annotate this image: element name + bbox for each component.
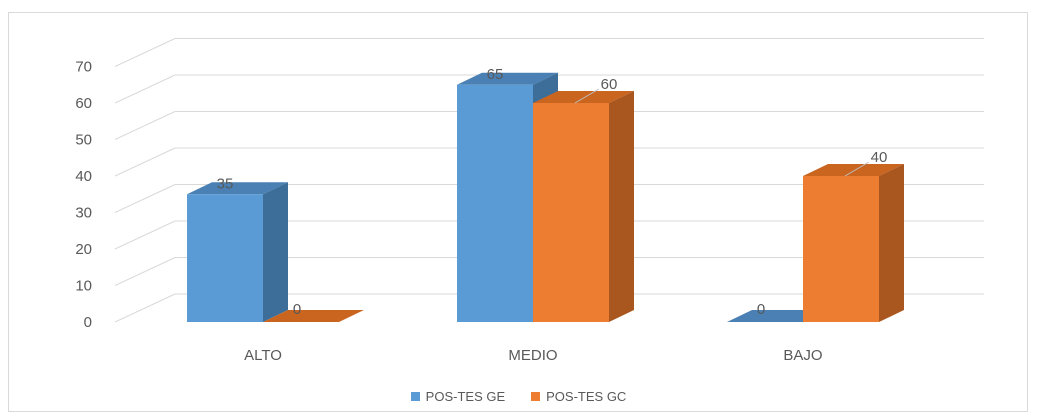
legend-label-ge: POS-TES GE [425,388,506,404]
y-tick-label: 30 [75,205,92,222]
bar [187,182,288,322]
bar-side [609,91,634,322]
data-label: 40 [871,149,888,166]
legend-label-gc: POS-TES GC [546,388,627,404]
bar [727,310,828,322]
data-label: 0 [293,301,301,318]
y-tick-label: 10 [75,278,92,295]
y-tick-label: 0 [84,314,92,331]
bar [263,310,364,322]
bar-top [803,164,904,176]
legend-swatch-gc [531,391,541,401]
bar-top [727,310,828,322]
gridline-diag [114,184,176,213]
bar-front [457,84,533,322]
legend-item-gc: POS-TES GC [531,389,626,404]
bar-top [457,72,558,85]
data-label: 65 [487,66,504,83]
gridline-diag [114,111,176,140]
legend-swatch-ge [410,391,420,401]
gridline-diag [114,38,176,67]
bar [533,91,634,322]
y-axis-ticks: 0 10 20 30 40 50 60 70 [75,59,92,332]
bar-top [187,182,288,195]
gridline-diag [114,220,176,250]
gridline-diag [114,74,176,104]
legend: POS-TES GE POS-TES GC [0,386,1037,406]
y-tick-label: 40 [75,168,92,185]
gridline-diag [114,147,176,177]
y-tick-label: 70 [75,59,92,76]
bar-side [879,164,904,322]
bar-side [263,182,288,322]
gridline-diag [114,293,176,323]
bars [187,72,904,322]
bar-top [263,310,364,322]
bar-front [533,103,609,322]
bar [803,164,904,322]
bar-top [533,91,634,103]
data-label: 35 [217,175,234,192]
x-category-label: BAJO [783,347,822,364]
x-category-label: MEDIO [508,347,557,364]
data-label: 0 [757,301,765,318]
y-tick-label: 50 [75,132,92,149]
category-labels: ALTO MEDIO BAJO [244,347,822,364]
leader-line [574,88,600,104]
bar-front [803,176,879,322]
data-labels: 35 0 65 60 0 40 [217,66,888,318]
leader-line [844,161,870,177]
gridline-diag [114,257,176,286]
legend-item-ge: POS-TES GE [410,388,506,404]
x-category-label: ALTO [244,347,282,364]
data-label: 60 [601,76,618,93]
bar-front [187,194,263,322]
y-tick-label: 20 [75,241,92,258]
y-tick-label: 60 [75,95,92,112]
